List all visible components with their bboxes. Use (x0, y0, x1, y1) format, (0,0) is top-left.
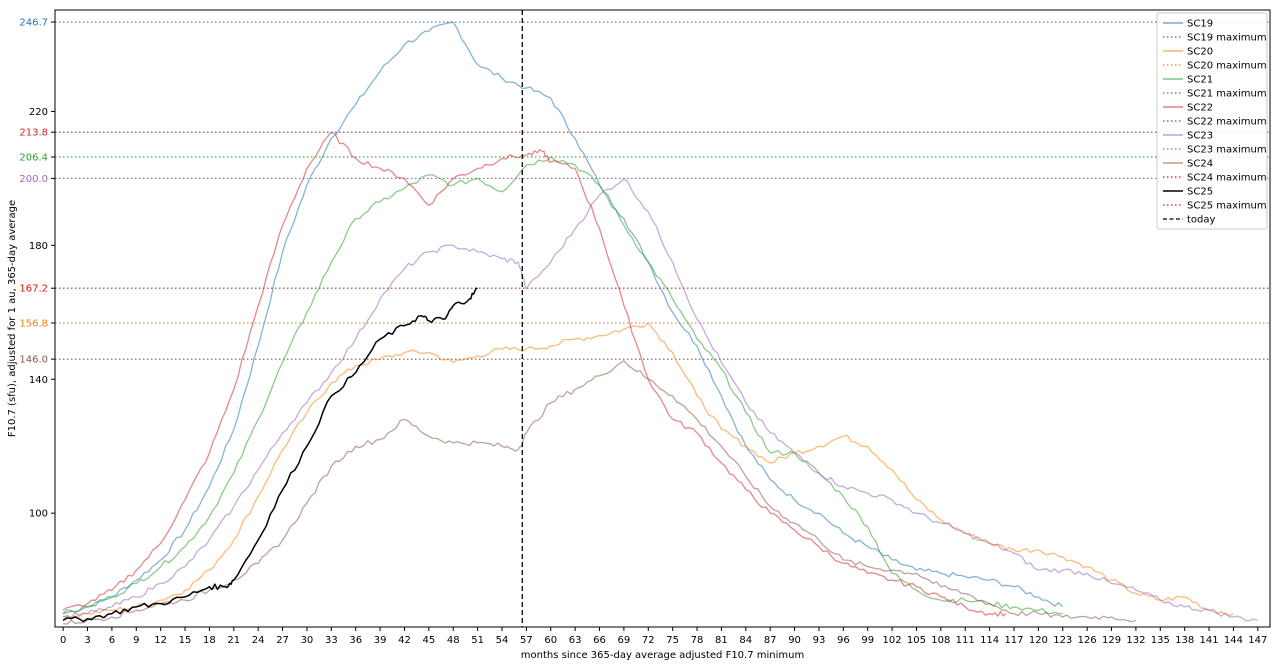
series-line-sc25 (62, 287, 478, 623)
x-tick-label-8: 24 (252, 635, 265, 646)
x-tick-label-6: 18 (203, 635, 216, 646)
x-tick-label-5: 15 (179, 635, 192, 646)
x-tick-label-30: 90 (788, 635, 801, 646)
x-tick-label-0: 0 (60, 635, 66, 646)
x-tick-label-23: 69 (618, 635, 631, 646)
x-tick-label-24: 72 (642, 635, 655, 646)
series-lines (62, 21, 1258, 625)
x-tick-label-45: 135 (1151, 635, 1170, 646)
x-tick-label-18: 54 (496, 635, 509, 646)
x-tick-label-27: 81 (715, 635, 728, 646)
x-tick-label-19: 57 (520, 635, 533, 646)
plot-frame (54, 9, 1271, 628)
series-line-sc22 (62, 131, 1007, 617)
x-tick-label-32: 96 (837, 635, 850, 646)
x-tick-label-1: 3 (84, 635, 90, 646)
series-line-sc21 (62, 156, 1063, 615)
x-tick-label-42: 126 (1078, 635, 1097, 646)
legend-label-12: SC25 (1187, 187, 1213, 198)
y-axis-label: F10.7 (sfu), adjusted for 1 au, 365-day … (7, 200, 18, 437)
maximum-label-6: 167.2 (19, 284, 48, 295)
x-axis: 0 3 6 9 12 15 18 21 24 27 30 33 36 39 42 45 48 51 54 57 60 63… (60, 627, 1267, 646)
x-tick-label-25: 75 (666, 635, 679, 646)
series-line-sc20 (62, 322, 1234, 619)
y-tick-label-0: 100 (29, 509, 48, 520)
legend-label-4: SC21 (1187, 75, 1213, 86)
x-tick-label-22: 66 (593, 635, 606, 646)
y-tick-label-1: 140 (29, 375, 48, 386)
x-tick-label-43: 129 (1102, 635, 1121, 646)
x-tick-label-31: 93 (813, 635, 826, 646)
series-line-sc24 (63, 360, 1137, 625)
x-tick-label-47: 141 (1200, 635, 1219, 646)
x-tick-label-3: 9 (133, 635, 139, 646)
legend-label-8: SC23 (1187, 131, 1213, 142)
x-tick-label-14: 42 (398, 635, 411, 646)
x-tick-label-2: 6 (109, 635, 115, 646)
x-tick-label-4: 12 (154, 635, 167, 646)
x-tick-label-20: 60 (544, 635, 557, 646)
x-tick-label-13: 39 (374, 635, 387, 646)
x-tick-label-28: 84 (739, 635, 752, 646)
legend-label-11: SC24 maximum (1187, 173, 1267, 184)
x-tick-label-37: 111 (956, 635, 975, 646)
legend-label-1: SC19 maximum (1187, 33, 1267, 44)
x-tick-label-39: 117 (1004, 635, 1023, 646)
x-tick-label-41: 123 (1053, 635, 1072, 646)
x-tick-label-38: 114 (980, 635, 999, 646)
legend-label-7: SC22 maximum (1187, 117, 1267, 128)
maxima-lines (55, 21, 1270, 360)
maximum-label-0: 246.7 (19, 18, 48, 29)
y-axis: 246.7 156.8 206.4 213.8 200.0 146.0 167.2 100 14… (19, 18, 55, 520)
x-tick-label-44: 132 (1126, 635, 1145, 646)
x-tick-label-29: 87 (764, 635, 777, 646)
legend-label-14: today (1187, 215, 1216, 226)
legend-label-9: SC23 maximum (1187, 145, 1267, 156)
legend-label-0: SC19 (1187, 19, 1213, 30)
x-tick-label-7: 21 (227, 635, 240, 646)
maximum-label-2: 206.4 (19, 152, 48, 163)
x-tick-label-10: 30 (301, 635, 314, 646)
y-tick-label-2: 180 (29, 241, 48, 252)
maximum-label-5: 146.0 (19, 355, 48, 366)
legend-label-13: SC25 maximum (1187, 201, 1267, 212)
x-tick-label-36: 108 (931, 635, 950, 646)
y-tick-label-3: 220 (29, 107, 48, 118)
x-tick-label-9: 27 (276, 635, 289, 646)
legend-label-3: SC20 maximum (1187, 61, 1267, 72)
legend: SC19 SC19 maximum SC20 SC20 maximum SC21 SC21… (1156, 12, 1268, 230)
x-tick-label-40: 120 (1029, 635, 1048, 646)
x-tick-label-34: 102 (883, 635, 902, 646)
x-tick-label-48: 144 (1224, 635, 1243, 646)
x-tick-label-33: 99 (861, 635, 874, 646)
x-tick-label-46: 138 (1175, 635, 1194, 646)
x-tick-label-16: 48 (447, 635, 460, 646)
x-axis-label: months since 365-day average adjusted F1… (521, 650, 804, 661)
legend-box (1156, 12, 1268, 230)
x-tick-label-21: 63 (569, 635, 582, 646)
x-tick-label-12: 36 (349, 635, 362, 646)
maximum-label-4: 200.0 (19, 174, 48, 185)
legend-label-5: SC21 maximum (1187, 89, 1267, 100)
x-tick-label-15: 45 (422, 635, 435, 646)
x-tick-label-26: 78 (691, 635, 704, 646)
legend-label-10: SC24 (1187, 159, 1213, 170)
series-line-sc19 (62, 21, 1064, 615)
maximum-label-1: 156.8 (19, 319, 48, 330)
legend-label-6: SC22 (1187, 103, 1213, 114)
x-tick-label-17: 51 (471, 635, 484, 646)
maximum-label-3: 213.8 (19, 128, 48, 139)
x-tick-label-35: 105 (907, 635, 926, 646)
x-tick-label-11: 33 (325, 635, 338, 646)
x-tick-label-49: 147 (1248, 635, 1267, 646)
series-line-sc23 (62, 177, 1258, 622)
legend-label-2: SC20 (1187, 47, 1213, 58)
